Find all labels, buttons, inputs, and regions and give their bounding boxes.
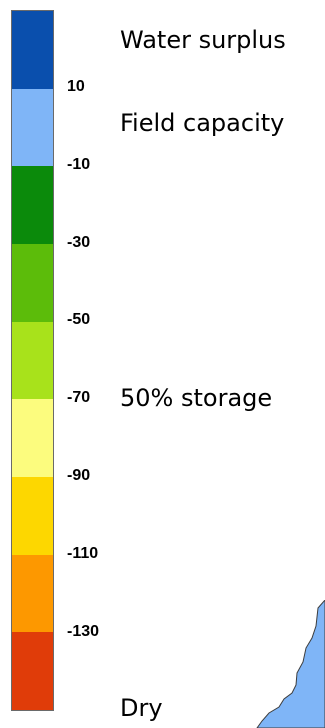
tick-label: -30 xyxy=(67,234,91,251)
label-water-surplus: Water surplus xyxy=(120,26,286,54)
tick-label: -70 xyxy=(67,389,91,406)
swatch-minus-10-to-minus-30 xyxy=(12,166,53,245)
swatch-minus-30-to-minus-50 xyxy=(12,244,53,322)
tick-label: -10 xyxy=(67,156,91,173)
tick-label: -90 xyxy=(67,467,91,484)
label-50-percent-storage: 50% storage xyxy=(120,384,273,412)
color-scale-bar xyxy=(11,10,54,711)
tick-label: 10 xyxy=(67,78,85,95)
swatch-field-capacity xyxy=(12,88,53,167)
swatch-minus-50-to-minus-70 xyxy=(12,321,53,400)
swatch-water-surplus xyxy=(12,11,53,89)
label-field-capacity: Field capacity xyxy=(120,109,285,137)
swatch-minus-70-to-minus-90 xyxy=(12,399,53,478)
map-region-fragment xyxy=(256,600,325,728)
tick-label: -50 xyxy=(67,311,91,328)
swatch-minus-110-to-minus-130 xyxy=(12,554,53,633)
swatch-dry xyxy=(12,632,53,711)
tick-label: -130 xyxy=(67,623,100,640)
swatch-minus-90-to-minus-110 xyxy=(12,477,53,555)
tick-label: -110 xyxy=(67,545,99,562)
label-dry: Dry xyxy=(120,694,163,722)
